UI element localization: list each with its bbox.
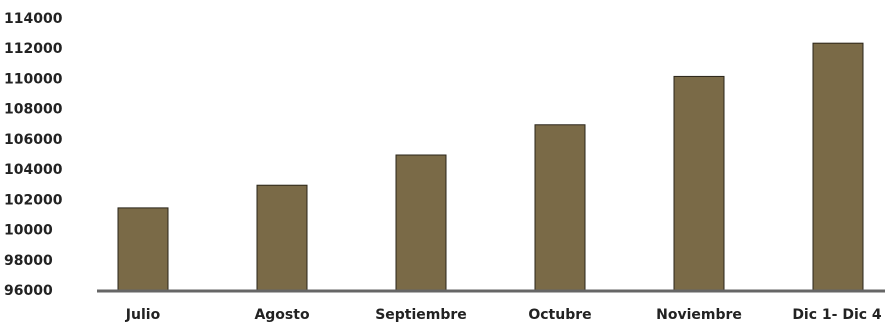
y-tick-label: 110000 — [4, 71, 63, 87]
y-tick-label: 102000 — [4, 192, 63, 208]
bar — [395, 154, 447, 292]
y-tick-label: 96000 — [4, 283, 53, 299]
bar — [117, 207, 169, 292]
y-tick-label: 108000 — [4, 102, 63, 118]
y-tick-label: 104000 — [4, 162, 63, 178]
y-tick-label: 112000 — [4, 41, 63, 57]
bar — [534, 124, 586, 292]
x-tick-label: Septiembre — [375, 307, 467, 323]
bar — [256, 184, 308, 292]
bar — [673, 75, 725, 292]
bar — [812, 42, 864, 292]
y-tick-label: 98000 — [4, 253, 53, 269]
x-tick-label: Octubre — [528, 307, 591, 323]
y-tick-label: 106000 — [4, 132, 63, 148]
x-tick-label: Dic 1- Dic 4 — [792, 307, 882, 323]
y-tick-label: 10000 — [4, 223, 53, 239]
x-tick-label: Julio — [125, 307, 161, 323]
x-tick-label: Noviembre — [656, 307, 742, 323]
y-tick-label: 114000 — [4, 11, 63, 27]
x-tick-label: Agosto — [254, 307, 310, 323]
